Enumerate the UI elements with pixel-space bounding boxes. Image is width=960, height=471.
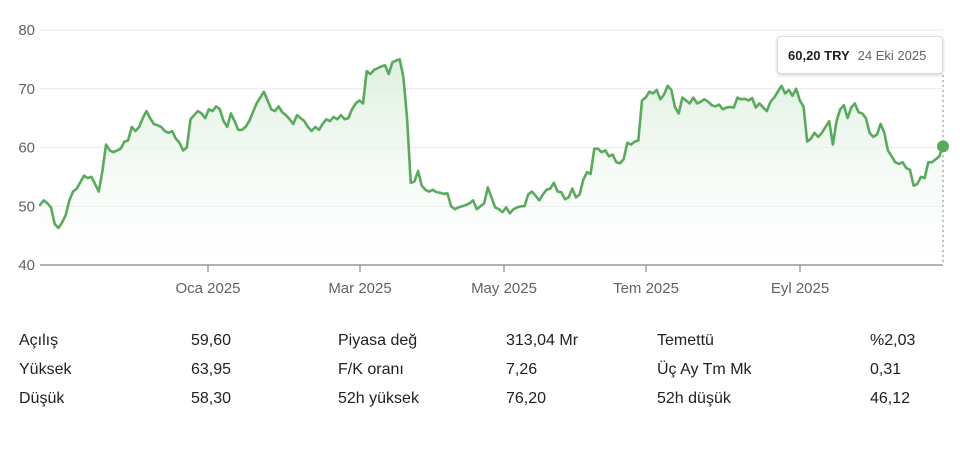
y-tick-label: 80 (18, 22, 35, 39)
price-tooltip: 60,20 TRY 24 Eki 2025 (777, 36, 943, 74)
x-tick-label: Mar 2025 (328, 280, 391, 297)
stat-label-52w-high: 52h yüksek (338, 390, 419, 407)
stat-label-52w-low: 52h düşük (657, 390, 731, 407)
stat-value-low: 58,30 (191, 390, 232, 407)
stats-row-high: Yüksek 63,95 F/K oranı 7,26 Üç Ay Tm Mk … (19, 355, 945, 384)
y-tick-label: 40 (18, 257, 35, 274)
x-tick-label: Oca 2025 (175, 280, 240, 297)
stats-row-low: Düşük 58,30 52h yüksek 76,20 52h düşük 4… (19, 384, 945, 413)
stat-value-high: 63,95 (191, 361, 232, 378)
x-tick-label: Eyl 2025 (771, 280, 829, 297)
price-chart[interactable]: 40 50 60 70 80 Oca 2025 Mar 2025 May 2025 Tem 2… (0, 0, 960, 310)
stat-value-52w-high: 76,20 (506, 390, 547, 407)
stats-row-open: Açılış 59,60 Piyasa değ 313,04 Mr Temett… (19, 326, 945, 355)
y-tick-label: 60 (18, 140, 35, 157)
stat-label-low: Düşük (19, 390, 65, 407)
stat-value-market-cap: 313,04 Mr (506, 332, 579, 349)
price-area (40, 59, 943, 265)
stat-label-quarterly-dividend: Üç Ay Tm Mk (657, 361, 752, 378)
price-chart-svg[interactable]: 40 50 60 70 80 Oca 2025 Mar 2025 May 2025 Tem 2… (0, 0, 960, 310)
stat-value-dividend: %2,03 (870, 332, 916, 349)
tooltip-price: 60,20 TRY (788, 47, 850, 63)
stat-value-pe-ratio: 7,26 (506, 361, 538, 378)
stat-label-pe-ratio: F/K oranı (338, 361, 404, 378)
x-tick-label: May 2025 (471, 280, 537, 297)
stat-label-high: Yüksek (19, 361, 72, 378)
stats-table: Açılış 59,60 Piyasa değ 313,04 Mr Temett… (19, 326, 945, 413)
stat-value-open: 59,60 (191, 332, 232, 349)
stat-label-market-cap: Piyasa değ (338, 332, 418, 349)
stat-label-dividend: Temettü (657, 332, 714, 349)
y-tick-label: 50 (18, 198, 35, 215)
tooltip-date: 24 Eki 2025 (857, 47, 927, 63)
y-tick-label: 70 (18, 81, 35, 98)
stat-label-open: Açılış (19, 332, 59, 349)
stat-value-quarterly-dividend: 0,31 (870, 361, 902, 378)
current-price-dot[interactable] (937, 140, 949, 153)
price-line (38, 58, 945, 230)
stat-value-52w-low: 46,12 (870, 390, 911, 407)
x-tick-label: Tem 2025 (613, 280, 679, 297)
